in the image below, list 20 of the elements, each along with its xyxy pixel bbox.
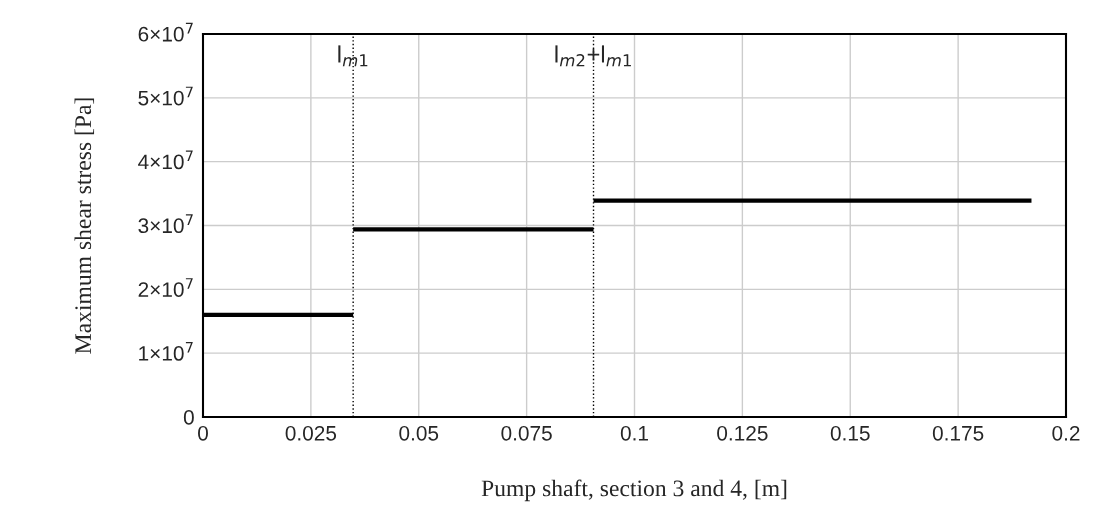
x-tick-label: 0.15 — [830, 425, 870, 441]
x-tick-label: 0.2 — [1052, 425, 1080, 441]
ref-line-label: l$_{m1}$ — [338, 45, 368, 67]
y-tick-label: 2×10$^{7}$ — [138, 278, 193, 297]
x-axis-title: Pump shaft, section 3 and 4, [m] — [481, 479, 787, 502]
y-tick-label: 3×10$^{7}$ — [138, 214, 193, 234]
ref-line-label: l$_{m2}$+l$_{m1}$ — [555, 45, 631, 67]
x-tick-label: 0.05 — [399, 425, 439, 441]
x-tick-label: 0.125 — [717, 425, 768, 441]
y-tick-label: 1×10$^{7}$ — [139, 341, 193, 361]
x-tick-label: 0.025 — [285, 425, 337, 441]
y-tick-label: 0 — [183, 410, 194, 425]
y-tick-label: 5×10$^{7}$ — [138, 86, 193, 106]
y-tick-label: 6×10$^{7}$ — [138, 22, 193, 42]
y-tick-label: 4×10$^{7}$ — [138, 150, 193, 170]
x-tick-label: 0.1 — [620, 425, 648, 441]
x-tick-label: 0.175 — [932, 425, 984, 441]
y-axis-title: Maximum shear stress [Pa] — [74, 98, 95, 354]
x-tick-label: 0 — [198, 425, 208, 441]
x-tick-label: 0.075 — [501, 425, 552, 441]
